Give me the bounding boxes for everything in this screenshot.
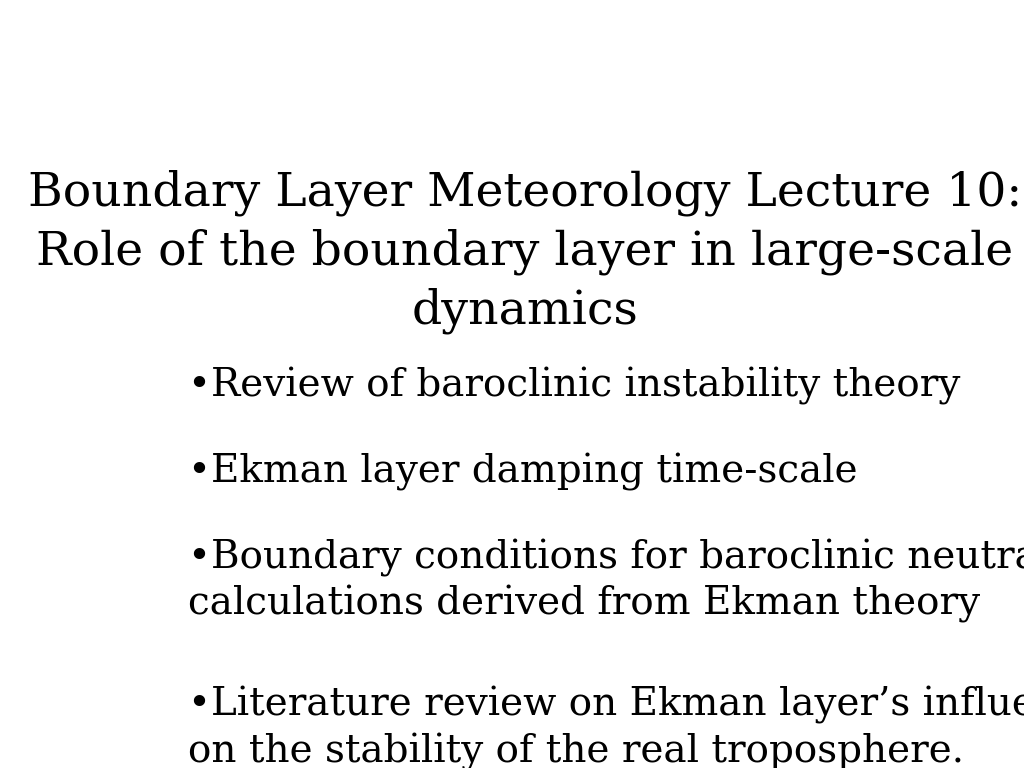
Text: •Review of baroclinic instability theory: •Review of baroclinic instability theory (187, 367, 959, 406)
Text: Boundary Layer Meteorology Lecture 10:
Role of the boundary layer in large-scale: Boundary Layer Meteorology Lecture 10: R… (28, 169, 1022, 334)
Text: •Ekman layer damping time-scale: •Ekman layer damping time-scale (187, 453, 857, 491)
Text: •Boundary conditions for baroclinic neutrality
calculations derived from Ekman t: •Boundary conditions for baroclinic neut… (187, 538, 1024, 624)
Text: •Literature review on Ekman layer’s influence
on the stability of the real tropo: •Literature review on Ekman layer’s infl… (187, 687, 1024, 768)
